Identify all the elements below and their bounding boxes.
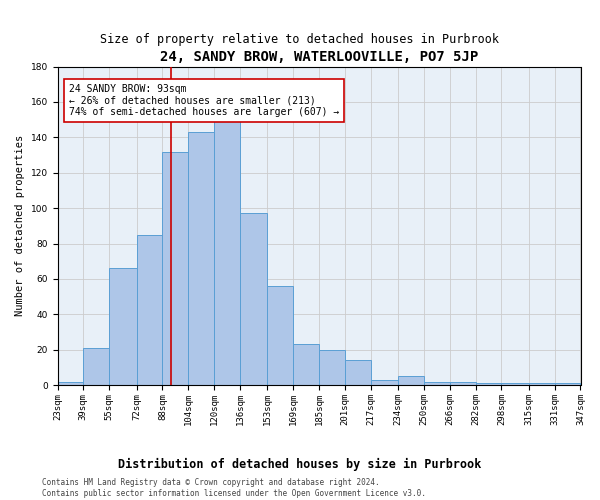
Text: Size of property relative to detached houses in Purbrook: Size of property relative to detached ho… <box>101 32 499 46</box>
Bar <box>398 376 424 385</box>
Bar <box>109 268 137 385</box>
Bar <box>345 360 371 385</box>
Bar <box>319 350 345 385</box>
Bar <box>476 384 502 385</box>
Title: 24, SANDY BROW, WATERLOOVILLE, PO7 5JP: 24, SANDY BROW, WATERLOOVILLE, PO7 5JP <box>160 50 478 64</box>
Bar <box>371 380 398 385</box>
Bar <box>268 286 293 385</box>
Bar <box>214 120 240 385</box>
Bar <box>58 382 83 385</box>
Bar <box>137 234 163 385</box>
Bar <box>293 344 319 385</box>
Bar <box>424 382 450 385</box>
Text: Contains HM Land Registry data © Crown copyright and database right 2024.
Contai: Contains HM Land Registry data © Crown c… <box>42 478 426 498</box>
Y-axis label: Number of detached properties: Number of detached properties <box>15 135 25 316</box>
Text: 24 SANDY BROW: 93sqm
← 26% of detached houses are smaller (213)
74% of semi-deta: 24 SANDY BROW: 93sqm ← 26% of detached h… <box>69 84 339 117</box>
Bar <box>163 152 188 385</box>
Bar <box>188 132 214 385</box>
Bar <box>502 384 529 385</box>
Bar <box>450 382 476 385</box>
Bar <box>554 384 580 385</box>
Bar <box>529 384 554 385</box>
Bar <box>83 348 109 385</box>
Bar <box>240 214 268 385</box>
Text: Distribution of detached houses by size in Purbrook: Distribution of detached houses by size … <box>118 458 482 470</box>
